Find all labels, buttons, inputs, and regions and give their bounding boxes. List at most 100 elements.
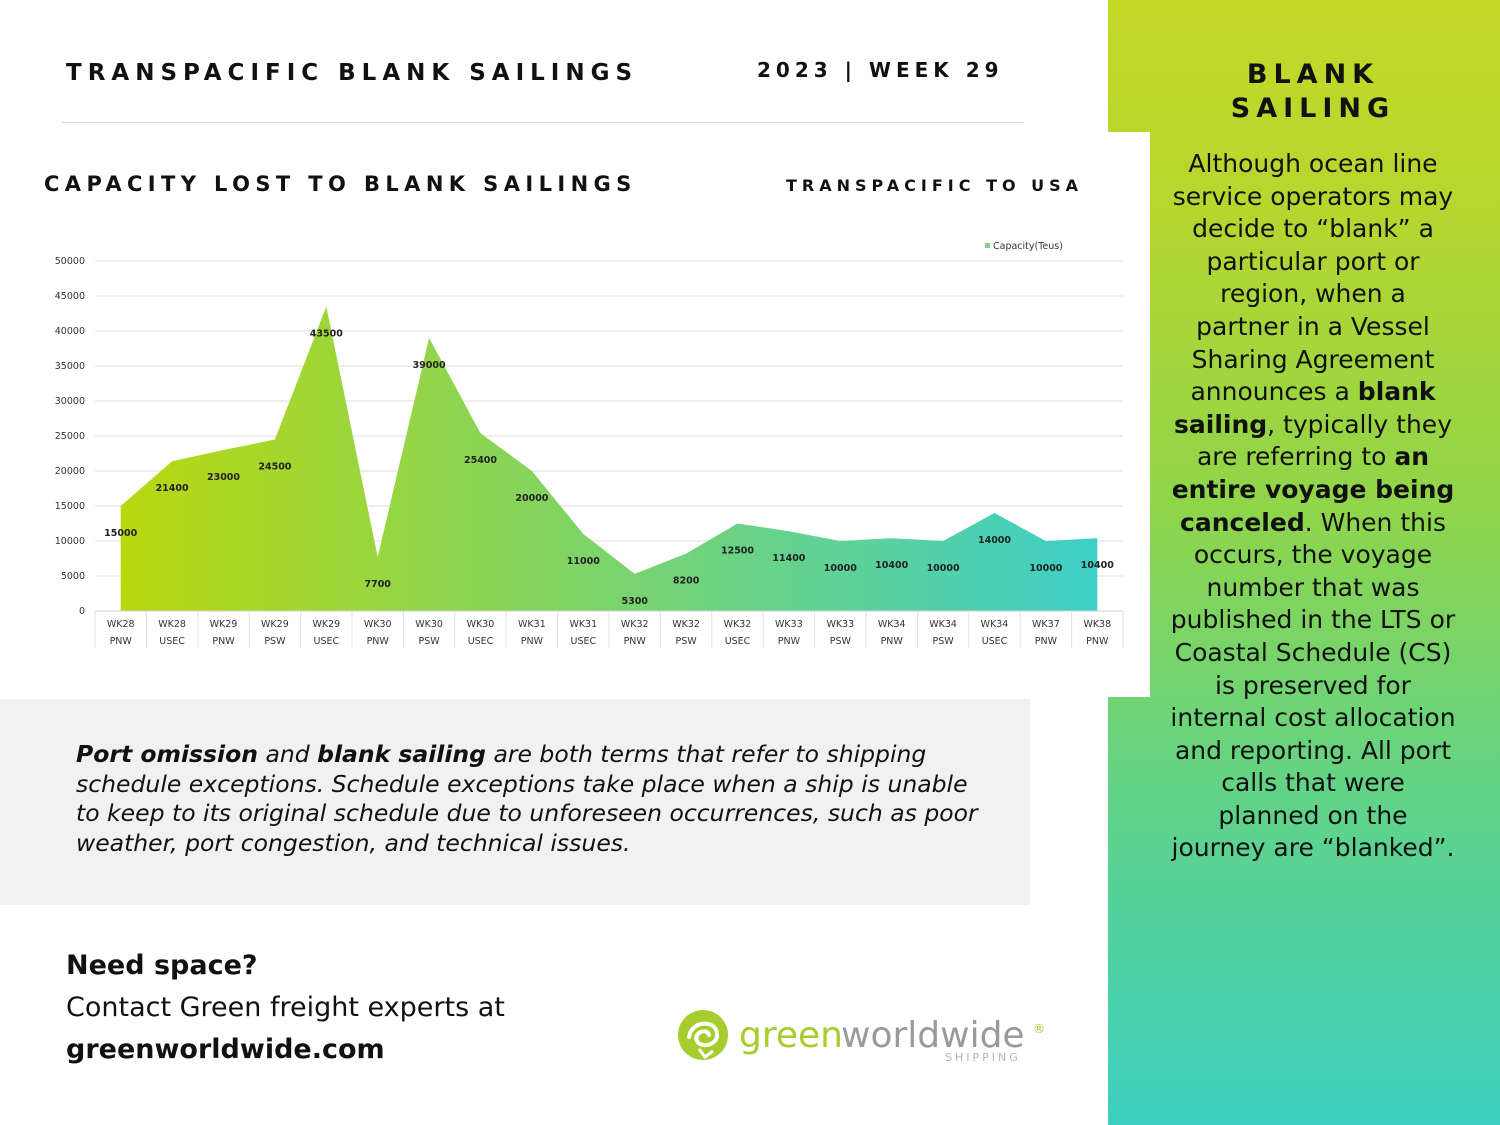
header-divider	[62, 122, 1024, 123]
sidebar-bold-2: an entire voyage being canceled	[1171, 442, 1455, 537]
data-label: 11400	[772, 553, 805, 564]
info-bold-2: blank sailing	[317, 740, 486, 768]
sidebar-text-1: Although ocean line service operators ma…	[1172, 149, 1454, 407]
data-label: 25400	[464, 455, 497, 466]
x-tick-label-region: PSW	[933, 636, 955, 647]
data-label: 5300	[621, 596, 648, 607]
x-tick-label-week: WK30	[364, 619, 392, 630]
x-tick-label-region: USEC	[570, 636, 596, 647]
x-tick-label-week: WK31	[569, 619, 597, 630]
x-tick-label-region: PSW	[830, 636, 852, 647]
chart-subtitle: TRANSPACIFIC TO USA	[786, 176, 1084, 195]
y-tick-label: 0	[79, 606, 85, 617]
x-tick-label-region: PNW	[881, 636, 904, 647]
data-label: 8200	[673, 576, 700, 587]
x-tick-label-region: PNW	[521, 636, 544, 647]
week-label: 2023 | WEEK 29	[757, 58, 1004, 82]
y-tick-label: 40000	[55, 326, 85, 337]
x-tick-label-region: USEC	[725, 636, 751, 647]
capacity-area-chart: 0 5000 10000 15000 20000 25000 30000 35000 40000…	[55, 241, 1124, 648]
x-tick-label-week: WK34	[981, 619, 1009, 630]
sidebar-description: Although ocean line service operators ma…	[1170, 148, 1456, 865]
greenworldwide-logo: green worldwide ® SHIPPING	[678, 1010, 1045, 1064]
y-tick-label: 10000	[55, 536, 85, 547]
data-label: 43500	[310, 329, 343, 340]
info-text-1: and	[257, 740, 318, 768]
data-label: 10400	[875, 560, 908, 571]
data-label: 24500	[258, 462, 291, 473]
x-tick-label-region: USEC	[982, 636, 1008, 647]
x-tick-label-week: WK30	[415, 619, 443, 630]
x-tick-label-week: WK34	[878, 619, 906, 630]
x-tick-label-week: WK38	[1083, 619, 1111, 630]
y-tick-label: 5000	[61, 571, 85, 582]
y-tick-label: 35000	[55, 361, 85, 372]
sidebar-title-line2: SAILING	[1230, 93, 1396, 124]
data-label: 14000	[978, 535, 1011, 546]
x-tick-label-week: WK29	[261, 619, 289, 630]
x-tick-label-region: PNW	[1035, 636, 1058, 647]
logo-registered: ®	[1033, 1022, 1045, 1036]
info-text-2: are both terms that refer to shipping sc…	[76, 740, 978, 857]
legend-label: Capacity(Teus)	[993, 241, 1063, 252]
x-tick-label-region: USEC	[468, 636, 494, 647]
data-label: 23000	[207, 472, 240, 483]
x-tick-label-week: WK37	[1032, 619, 1060, 630]
data-label: 10400	[1081, 560, 1114, 571]
page-title: TRANSPACIFIC BLANK SAILINGS	[66, 60, 639, 86]
info-bold-1: Port omission	[76, 740, 258, 768]
sidebar-title: BLANK SAILING	[1108, 58, 1500, 126]
data-label: 7700	[364, 579, 391, 590]
info-box	[0, 699, 1030, 905]
data-label: 10000	[824, 563, 857, 574]
y-tick-label: 45000	[55, 291, 85, 302]
x-tick-label-week: WK28	[107, 619, 135, 630]
cta-website-link[interactable]: greenworldwide.com	[66, 1034, 385, 1065]
info-text: Port omission and blank sailing are both…	[76, 740, 996, 858]
logo-word-green: green	[739, 1015, 843, 1056]
data-label: 15000	[104, 528, 137, 539]
globe-swirl-icon	[678, 1010, 728, 1060]
sidebar-panel	[1108, 0, 1500, 1125]
x-tick-label-region: PSW	[419, 636, 441, 647]
logo-tagline: SHIPPING	[945, 1051, 1021, 1064]
x-tick-label-region: PNW	[212, 636, 235, 647]
x-tick-label-week: WK34	[929, 619, 957, 630]
sidebar-text-3: . When this occurs, the voyage number th…	[1170, 507, 1456, 863]
sidebar-bold-1: blank sailing	[1174, 377, 1436, 439]
x-tick-label-region: PNW	[778, 636, 801, 647]
y-tick-label: 25000	[55, 431, 85, 442]
legend-swatch	[985, 243, 990, 248]
x-tick-label-week: WK33	[775, 619, 803, 630]
x-tick-label-region: PNW	[1086, 636, 1109, 647]
x-tick-label-week: WK32	[724, 619, 752, 630]
x-tick-label-week: WK30	[467, 619, 495, 630]
data-label: 12500	[721, 546, 754, 557]
data-label: 20000	[515, 493, 548, 504]
x-tick-label-week: WK28	[158, 619, 186, 630]
x-tick-label-region: PNW	[110, 636, 133, 647]
sidebar-title-line1: BLANK	[1246, 59, 1380, 90]
y-tick-label: 50000	[55, 256, 85, 267]
x-tick-label-region: PNW	[624, 636, 647, 647]
x-tick-label-region: PSW	[264, 636, 286, 647]
cta-heading: Need space?	[66, 950, 258, 981]
sidebar-text-2: , typically they are referring to	[1196, 409, 1452, 472]
x-tick-label-region: PSW	[676, 636, 698, 647]
data-label: 21400	[156, 483, 189, 494]
x-tick-label-week: WK29	[210, 619, 238, 630]
x-tick-label-week: WK32	[621, 619, 649, 630]
y-tick-label: 30000	[55, 396, 85, 407]
y-tick-label: 15000	[55, 501, 85, 512]
x-tick-label-region: USEC	[159, 636, 185, 647]
y-tick-label: 20000	[55, 466, 85, 477]
data-label: 10000	[1029, 563, 1062, 574]
x-tick-label-week: WK33	[826, 619, 854, 630]
x-tick-label-week: WK32	[672, 619, 700, 630]
data-label: 10000	[927, 563, 960, 574]
logo-word-worldwide: worldwide	[841, 1015, 1025, 1056]
data-label: 11000	[567, 556, 600, 567]
x-tick-label-region: USEC	[313, 636, 339, 647]
x-tick-label-region: PNW	[367, 636, 390, 647]
cta-line: Contact Green freight experts at	[66, 992, 505, 1023]
